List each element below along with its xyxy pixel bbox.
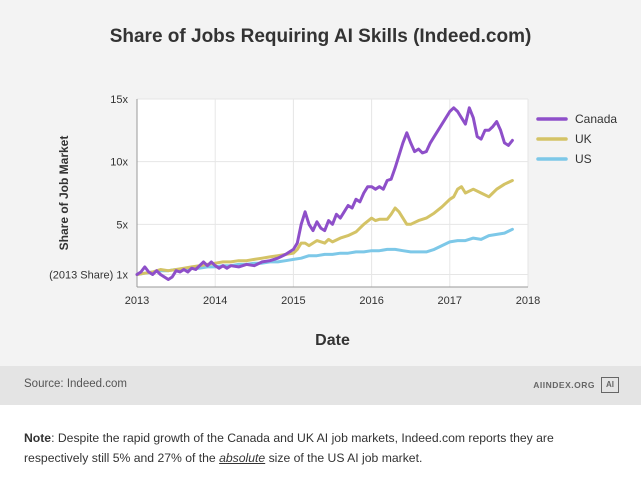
legend-label-uk: UK [575, 132, 592, 146]
y-tick-label: 10x [110, 157, 128, 169]
y-axis-title: Share of Job Market [57, 136, 71, 251]
note-text-after: size of the US AI job market. [265, 451, 423, 465]
chart-card: Share of Jobs Requiring AI Skills (Indee… [0, 0, 641, 405]
brand[interactable]: AIINDEX.ORG AI [533, 377, 619, 393]
note-paragraph: Note: Despite the rapid growth of the Ca… [24, 428, 614, 468]
chart-footer: Source: Indeed.com AIINDEX.ORG AI [0, 366, 641, 405]
chart-title: Share of Jobs Requiring AI Skills (Indee… [109, 26, 532, 47]
note-text-before: : Despite the rapid growth of the Canada… [24, 431, 554, 465]
series-line-us [135, 227, 514, 276]
x-tick-label: 2015 [281, 295, 305, 307]
y-tick-label: 15x [110, 94, 128, 106]
y-tick-label: (2013 Share) 1x [49, 269, 128, 281]
source-text: Source: Indeed.com [24, 378, 127, 390]
x-tick-label: 2014 [203, 295, 227, 307]
note-label: Note [24, 431, 52, 445]
x-tick-label: 2016 [359, 295, 383, 307]
ai-index-logo-icon: AI [601, 377, 619, 393]
x-tick-label: 2017 [438, 295, 462, 307]
y-tick-label: 5x [116, 219, 128, 231]
x-axis-title: Date [315, 332, 350, 349]
note-emphasis: absolute [219, 451, 266, 465]
x-tick-label: 2018 [516, 295, 540, 307]
legend-label-canada: Canada [575, 112, 617, 126]
series-line-canada [135, 106, 514, 281]
plot-area [137, 99, 528, 287]
brand-name: AIINDEX.ORG [533, 380, 595, 390]
legend-label-us: US [575, 152, 592, 166]
line-chart: 2013 2014 2015 2016 2017 2018 (2013 Share) 1x 5… [49, 94, 617, 349]
x-tick-label: 2013 [125, 295, 149, 307]
